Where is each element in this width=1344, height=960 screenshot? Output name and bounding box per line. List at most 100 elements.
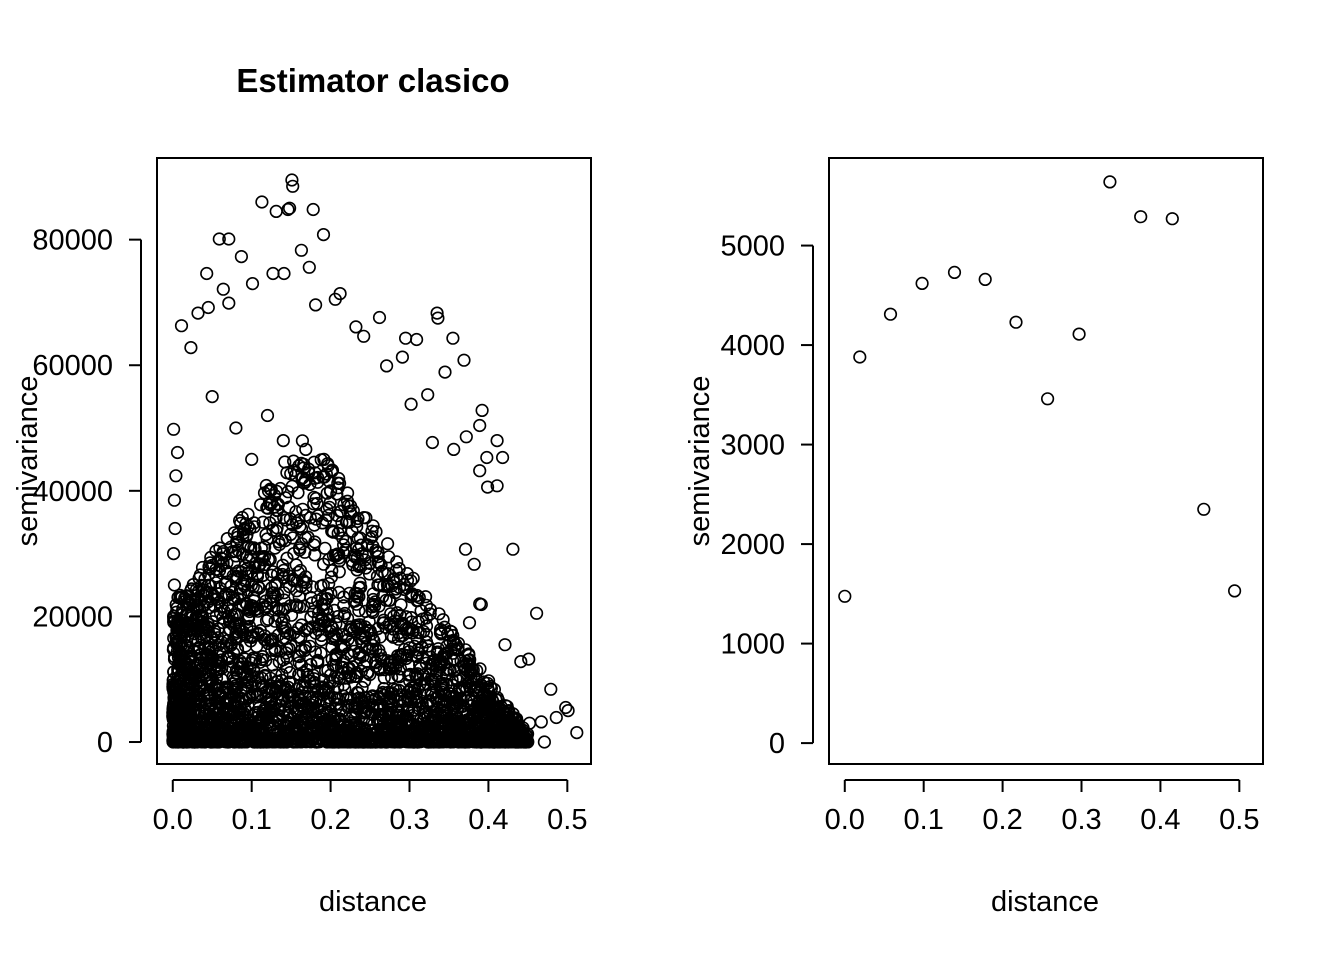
cloud-point — [483, 679, 498, 694]
cloud-point — [391, 649, 405, 663]
cloud-point — [493, 735, 507, 749]
cloud-point — [321, 686, 336, 700]
cloud-point — [374, 558, 388, 572]
data-point — [1134, 210, 1148, 224]
cloud-point — [453, 714, 467, 729]
data-point — [1165, 212, 1179, 226]
cloud-point — [373, 630, 387, 644]
cloud-point — [217, 732, 231, 746]
y-tick-label: 20000 — [32, 601, 113, 633]
cloud-point — [280, 642, 294, 656]
cloud-point — [275, 673, 289, 688]
cloud-point — [419, 627, 434, 642]
cloud-point — [195, 705, 209, 719]
cloud-point — [185, 617, 199, 631]
cloud-point — [320, 587, 334, 601]
right-panel: 0.0 0.1 0.2 0.3 0.4 0.5 0 1000 2000 3000 4000 5000… — [684, 157, 1264, 918]
cloud-point — [190, 582, 204, 596]
cloud-point — [400, 623, 415, 637]
cloud-point — [208, 624, 222, 638]
cloud-point — [299, 442, 313, 457]
cloud-point — [228, 681, 242, 696]
data-point — [490, 479, 504, 493]
cloud-point — [294, 693, 308, 708]
cloud-point — [191, 592, 205, 606]
cloud-point — [410, 649, 424, 664]
data-point — [561, 703, 575, 718]
cloud-point — [342, 661, 356, 675]
cloud-point — [462, 658, 476, 672]
x-tick-label: 0.1 — [232, 804, 272, 836]
cloud-point — [444, 642, 458, 656]
cloud-point — [351, 511, 365, 526]
cloud-point — [366, 592, 380, 607]
cloud-point — [390, 555, 404, 569]
cloud-point — [272, 609, 286, 624]
data-point — [167, 641, 181, 655]
cloud-point — [268, 541, 282, 555]
cloud-point — [336, 546, 351, 560]
cloud-point — [347, 644, 361, 658]
cloud-point — [365, 524, 379, 538]
cloud-point — [392, 683, 406, 698]
cloud-point — [320, 486, 334, 500]
data-point — [434, 685, 448, 699]
data-point — [537, 735, 552, 749]
cloud-point — [316, 470, 330, 484]
cloud-point — [358, 604, 373, 619]
cloud-point — [353, 576, 367, 590]
cloud-point — [255, 671, 269, 685]
cloud-point — [281, 485, 295, 499]
data-point — [372, 310, 387, 325]
cloud-point — [307, 455, 321, 469]
data-point — [425, 435, 440, 450]
data-point — [167, 672, 181, 686]
cloud-point — [304, 657, 318, 672]
cloud-point — [393, 608, 407, 623]
cloud-point — [241, 507, 255, 521]
cloud-point — [352, 559, 366, 574]
left-y-axis: 0 20000 40000 60000 80000 — [32, 225, 142, 759]
cloud-point — [419, 590, 433, 604]
cloud-point — [400, 713, 414, 727]
cloud-point — [387, 622, 401, 636]
data-point — [168, 521, 182, 536]
cloud-point — [301, 621, 315, 636]
cloud-point — [261, 501, 275, 515]
left-point-layer — [166, 173, 584, 749]
cloud-point — [329, 617, 343, 631]
cloud-point — [393, 692, 407, 706]
cloud-point — [248, 542, 262, 556]
data-point — [309, 298, 323, 312]
cloud-point — [517, 731, 531, 746]
cloud-point — [446, 701, 461, 715]
data-point — [421, 388, 435, 402]
data-point — [474, 597, 488, 612]
cloud-point — [377, 579, 391, 593]
data-point — [458, 542, 473, 556]
data-point — [283, 201, 297, 215]
cloud-point — [208, 716, 222, 730]
cloud-point — [365, 600, 379, 614]
cloud-point — [207, 687, 222, 701]
cloud-point — [369, 525, 383, 539]
data-point — [167, 422, 181, 436]
cloud-point — [403, 683, 417, 697]
cloud-point — [266, 565, 280, 579]
data-point — [410, 332, 424, 347]
cloud-point — [376, 616, 390, 630]
data-point — [514, 654, 528, 669]
data-point — [549, 710, 563, 725]
cloud-point — [376, 685, 390, 700]
data-point — [167, 609, 181, 624]
cloud-point — [325, 524, 340, 538]
cloud-point — [278, 721, 292, 735]
cloud-point — [440, 703, 454, 717]
left-y-axis-label: semivariance — [12, 376, 44, 547]
cloud-point — [193, 568, 207, 582]
data-point — [306, 202, 320, 217]
data-point — [1009, 315, 1023, 329]
cloud-point — [487, 682, 502, 697]
y-tick-label: 40000 — [32, 476, 113, 508]
cloud-point — [373, 716, 387, 730]
